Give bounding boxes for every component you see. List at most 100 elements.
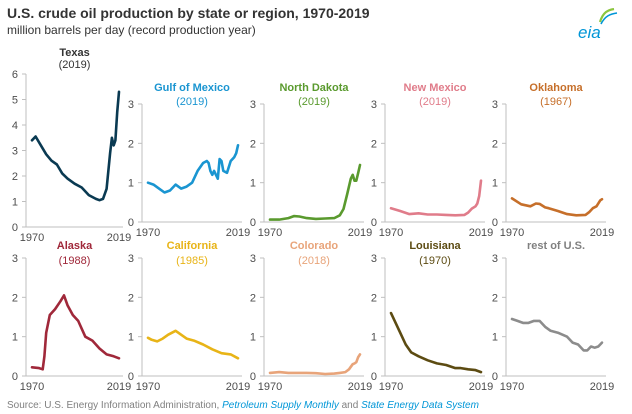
y-tick-label: 0 <box>371 371 377 383</box>
y-tick-label: 2 <box>492 138 498 150</box>
logo-swoosh <box>598 8 615 23</box>
y-tick-label: 2 <box>128 138 134 150</box>
logo-text: eia <box>578 23 601 42</box>
record-year-label: (2018) <box>298 255 330 267</box>
panel-title: Louisiana <box>409 240 461 252</box>
record-year-label: (2019) <box>419 96 451 108</box>
y-tick-label: 2 <box>250 138 256 150</box>
x-tick-label: 2019 <box>469 227 493 239</box>
panel-title: Gulf of Mexico <box>154 82 230 94</box>
y-tick-label: 0 <box>371 217 377 229</box>
y-tick-label: 1 <box>250 178 256 190</box>
panel-title: rest of U.S. <box>527 240 585 252</box>
y-tick-label: 4 <box>12 120 18 132</box>
y-tick-label: 5 <box>12 95 18 107</box>
series-line-texas <box>30 90 121 202</box>
y-tick-label: 1 <box>12 332 18 344</box>
panel-title: New Mexico <box>404 82 467 94</box>
x-tick-label: 2019 <box>107 381 131 393</box>
x-tick-label: 1970 <box>379 381 403 393</box>
x-tick-label: 2019 <box>469 381 493 393</box>
series-line-louisiana <box>389 311 483 374</box>
series-line-gulf-of-mexico <box>146 144 240 194</box>
series-line-rest-of-u-s <box>510 317 604 352</box>
y-tick-label: 0 <box>12 371 18 383</box>
y-tick-label: 0 <box>250 217 256 229</box>
x-tick-label: 2019 <box>590 381 614 393</box>
x-tick-label: 1970 <box>20 232 44 244</box>
y-tick-label: 3 <box>250 253 256 265</box>
panel-title: Alaska <box>57 240 93 252</box>
y-tick-label: 0 <box>250 371 256 383</box>
y-tick-label: 2 <box>12 292 18 304</box>
x-tick-label: 2019 <box>226 227 250 239</box>
x-tick-label: 1970 <box>500 227 524 239</box>
y-tick-label: 1 <box>371 178 377 190</box>
series-line-california <box>146 329 240 360</box>
y-tick-label: 2 <box>12 171 18 183</box>
panel-title: California <box>167 240 219 252</box>
x-tick-label: 2019 <box>348 227 372 239</box>
x-tick-label: 1970 <box>258 381 282 393</box>
x-tick-label: 1970 <box>20 381 44 393</box>
y-tick-label: 2 <box>371 138 377 150</box>
y-tick-label: 2 <box>492 292 498 304</box>
panel-title: Colorado <box>290 240 339 252</box>
source-mid: and <box>341 400 359 411</box>
y-tick-label: 3 <box>128 253 134 265</box>
y-tick-label: 1 <box>12 197 18 209</box>
y-tick-label: 0 <box>128 371 134 383</box>
panel-title: Texas <box>59 47 89 59</box>
panel-north-dakota: 0 1 2 3 1970 2019 North Dakota (2019) <box>250 82 372 239</box>
panel-rest-of-u-s: 0 1 2 3 1970 2019 rest of U.S. <box>492 240 614 393</box>
x-tick-label: 1970 <box>136 227 160 239</box>
series-line-colorado <box>268 353 362 376</box>
panel-colorado: 0 1 2 3 1970 2019 Colorado (2018) <box>250 240 372 393</box>
y-tick-label: 1 <box>250 332 256 344</box>
chart-title: U.S. crude oil production by state or re… <box>7 5 370 21</box>
eia-logo: eia <box>578 8 618 42</box>
series-line-alaska <box>30 294 121 371</box>
record-year-label: (1985) <box>176 255 208 267</box>
y-tick-label: 0 <box>128 217 134 229</box>
source-prefix: Source: U.S. Energy Information Administ… <box>7 400 220 411</box>
y-tick-label: 1 <box>128 332 134 344</box>
y-tick-label: 1 <box>128 178 134 190</box>
y-tick-label: 1 <box>492 178 498 190</box>
record-year-label: (1988) <box>59 255 91 267</box>
panel-title: North Dakota <box>279 82 349 94</box>
panel-louisiana: 0 1 2 3 1970 2019 Louisiana (1970) <box>371 240 493 393</box>
panel-california: 0 1 2 3 1970 2019 California (1985) <box>128 240 250 393</box>
panel-oklahoma: 0 1 2 3 1970 2019 Oklahoma (1967) <box>492 82 614 239</box>
record-year-label: (2019) <box>59 59 91 71</box>
y-tick-label: 3 <box>492 99 498 111</box>
y-tick-label: 2 <box>128 292 134 304</box>
record-year-label: (1967) <box>540 96 572 108</box>
y-tick-label: 6 <box>12 69 18 81</box>
y-tick-label: 3 <box>250 99 256 111</box>
y-tick-label: 3 <box>12 146 18 158</box>
seds-link[interactable]: State Energy Data System <box>361 400 479 411</box>
y-tick-label: 3 <box>492 253 498 265</box>
x-tick-label: 2019 <box>107 232 131 244</box>
x-tick-label: 1970 <box>500 381 524 393</box>
record-year-label: (2019) <box>176 96 208 108</box>
x-tick-label: 2019 <box>226 381 250 393</box>
record-year-label: (2019) <box>298 96 330 108</box>
y-tick-label: 2 <box>250 292 256 304</box>
source-note: Source: U.S. Energy Information Administ… <box>7 400 479 411</box>
y-tick-label: 1 <box>371 332 377 344</box>
y-tick-label: 3 <box>128 99 134 111</box>
series-line-new-mexico <box>389 179 483 217</box>
y-tick-label: 0 <box>12 222 18 234</box>
record-year-label: (1970) <box>419 255 451 267</box>
x-tick-label: 1970 <box>379 227 403 239</box>
series-line-oklahoma <box>510 197 604 217</box>
panel-texas: 0 1 2 3 4 5 6 1970 2019 Texas(2019) <box>12 47 131 244</box>
y-tick-label: 1 <box>492 332 498 344</box>
y-tick-label: 3 <box>12 253 18 265</box>
psm-link[interactable]: Petroleum Supply Monthly <box>222 400 339 411</box>
y-tick-label: 0 <box>492 371 498 383</box>
panel-alaska: 0 1 2 3 1970 2019 Alaska (1988) <box>12 240 131 393</box>
